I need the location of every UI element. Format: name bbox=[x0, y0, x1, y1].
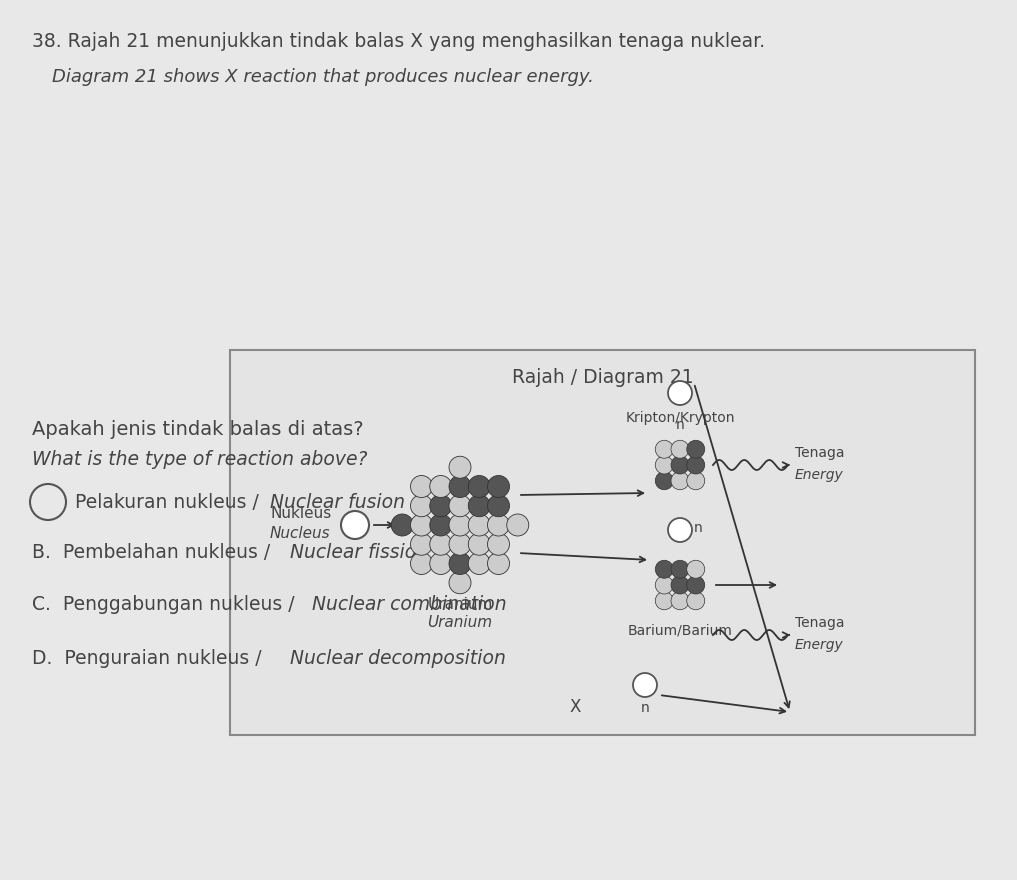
Text: Tenaga: Tenaga bbox=[795, 616, 844, 630]
Circle shape bbox=[671, 561, 689, 578]
Text: A: A bbox=[42, 493, 54, 511]
Circle shape bbox=[487, 514, 510, 536]
Text: D.  Penguraian nukleus /: D. Penguraian nukleus / bbox=[32, 649, 267, 668]
Circle shape bbox=[448, 456, 471, 478]
Circle shape bbox=[468, 495, 490, 517]
Circle shape bbox=[430, 475, 452, 497]
Text: Nuclear fission: Nuclear fission bbox=[290, 542, 428, 561]
Circle shape bbox=[411, 553, 432, 575]
Circle shape bbox=[487, 475, 510, 497]
Circle shape bbox=[430, 553, 452, 575]
Circle shape bbox=[487, 533, 510, 555]
Circle shape bbox=[411, 514, 432, 536]
Text: Barium/Barium: Barium/Barium bbox=[627, 623, 732, 637]
Circle shape bbox=[448, 533, 471, 555]
Circle shape bbox=[686, 440, 705, 458]
Circle shape bbox=[671, 591, 689, 610]
Circle shape bbox=[487, 495, 510, 517]
Text: n: n bbox=[694, 521, 703, 535]
Circle shape bbox=[487, 553, 510, 575]
Circle shape bbox=[430, 514, 452, 536]
Text: Uranium: Uranium bbox=[427, 615, 492, 630]
Text: Energy: Energy bbox=[795, 638, 844, 652]
Text: Nuclear fusion: Nuclear fusion bbox=[270, 493, 405, 511]
Circle shape bbox=[671, 576, 689, 594]
Circle shape bbox=[448, 572, 471, 594]
Circle shape bbox=[29, 484, 66, 520]
Circle shape bbox=[686, 472, 705, 490]
Circle shape bbox=[341, 511, 369, 539]
Circle shape bbox=[655, 561, 673, 578]
Circle shape bbox=[411, 475, 432, 497]
Circle shape bbox=[468, 553, 490, 575]
Text: Energy: Energy bbox=[795, 468, 844, 482]
Circle shape bbox=[468, 475, 490, 497]
Text: Nuclear combination: Nuclear combination bbox=[312, 596, 506, 614]
Text: X: X bbox=[570, 698, 581, 716]
Text: Nukleus: Nukleus bbox=[270, 505, 332, 520]
Circle shape bbox=[468, 533, 490, 555]
Circle shape bbox=[448, 475, 471, 497]
Text: What is the type of reaction above?: What is the type of reaction above? bbox=[32, 450, 367, 469]
Circle shape bbox=[686, 591, 705, 610]
Text: n: n bbox=[675, 418, 684, 432]
Text: Diagram 21 shows X reaction that produces nuclear energy.: Diagram 21 shows X reaction that produce… bbox=[52, 68, 594, 86]
Text: n: n bbox=[641, 701, 650, 715]
Text: Apakah jenis tindak balas di atas?: Apakah jenis tindak balas di atas? bbox=[32, 420, 364, 439]
Circle shape bbox=[655, 591, 673, 610]
Circle shape bbox=[468, 514, 490, 536]
Circle shape bbox=[448, 495, 471, 517]
Circle shape bbox=[668, 518, 692, 542]
Circle shape bbox=[392, 514, 413, 536]
Text: Nuclear decomposition: Nuclear decomposition bbox=[290, 649, 505, 668]
Circle shape bbox=[686, 561, 705, 578]
Text: C.  Penggabungan nukleus /: C. Penggabungan nukleus / bbox=[32, 596, 301, 614]
Circle shape bbox=[655, 576, 673, 594]
Circle shape bbox=[411, 495, 432, 517]
Text: Rajah / Diagram 21: Rajah / Diagram 21 bbox=[512, 368, 694, 387]
Circle shape bbox=[506, 514, 529, 536]
Circle shape bbox=[655, 440, 673, 458]
Circle shape bbox=[668, 381, 692, 405]
Text: Nucleus: Nucleus bbox=[270, 525, 331, 540]
Circle shape bbox=[430, 533, 452, 555]
Circle shape bbox=[655, 456, 673, 474]
Text: Kripton/Krypton: Kripton/Krypton bbox=[625, 411, 734, 425]
Circle shape bbox=[655, 472, 673, 490]
Text: Pelakuran nukleus /: Pelakuran nukleus / bbox=[75, 493, 264, 511]
Circle shape bbox=[686, 456, 705, 474]
Text: Tenaga: Tenaga bbox=[795, 446, 844, 460]
Text: 38. Rajah 21 menunjukkan tindak balas X yang menghasilkan tenaga nuklear.: 38. Rajah 21 menunjukkan tindak balas X … bbox=[32, 32, 765, 51]
Text: B.  Pembelahan nukleus /: B. Pembelahan nukleus / bbox=[32, 542, 277, 561]
Bar bbox=[230, 350, 975, 735]
Circle shape bbox=[411, 533, 432, 555]
Circle shape bbox=[671, 472, 689, 490]
Circle shape bbox=[686, 576, 705, 594]
Circle shape bbox=[671, 456, 689, 474]
Circle shape bbox=[430, 495, 452, 517]
Circle shape bbox=[633, 673, 657, 697]
Circle shape bbox=[448, 553, 471, 575]
Circle shape bbox=[448, 514, 471, 536]
Circle shape bbox=[671, 440, 689, 458]
Text: Uranium: Uranium bbox=[427, 597, 492, 612]
